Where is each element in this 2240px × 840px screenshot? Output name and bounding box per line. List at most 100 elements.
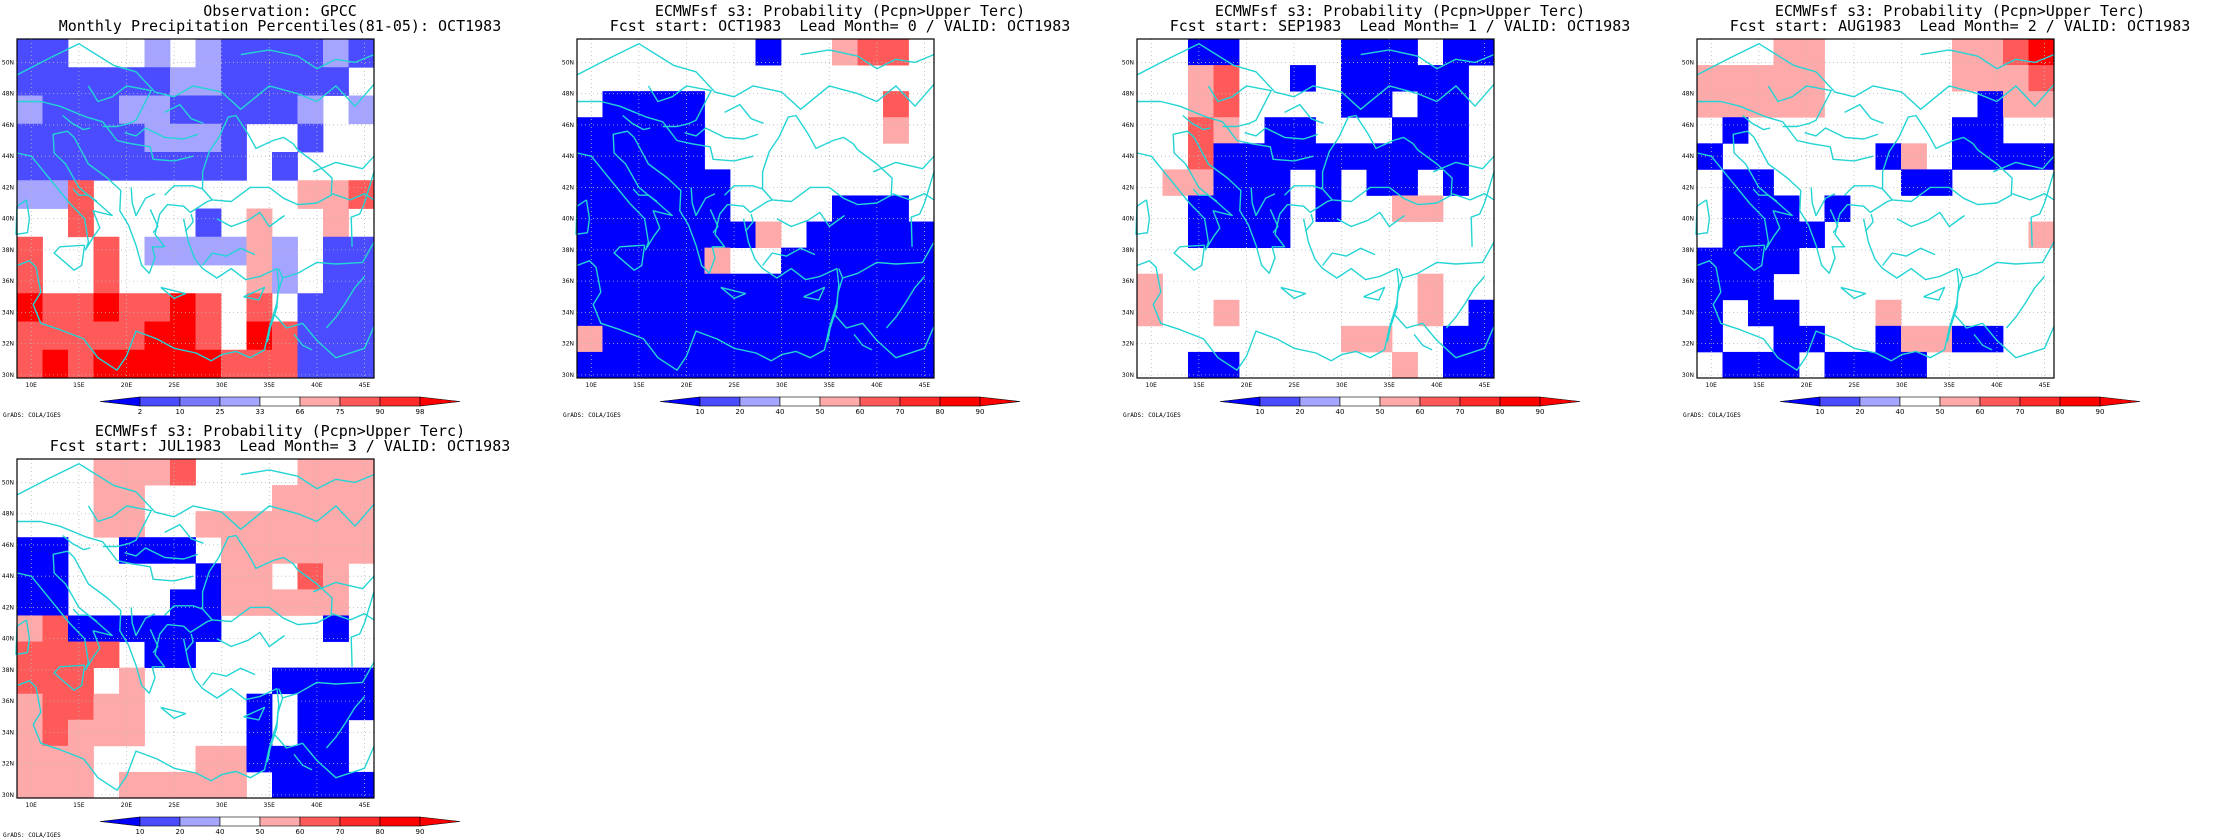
grid-cell (1417, 65, 1444, 92)
grid-cell (323, 208, 349, 238)
colorbar-label: 90 (976, 408, 985, 416)
plot-frame (16, 38, 375, 379)
colorbar-label: 20 (1856, 408, 1865, 416)
lat-tick-label: 34N (1682, 309, 1694, 316)
grid-cell (883, 39, 909, 66)
coastline (72, 608, 98, 623)
coastline (1752, 188, 1778, 203)
coastline (576, 130, 773, 274)
lon-tick-label: 20E (1801, 382, 1813, 389)
lat-tick-label: 30N (562, 372, 574, 379)
grid-cell (602, 195, 629, 222)
coastline (1386, 268, 1404, 343)
grid-cell (1239, 143, 1265, 170)
coastline (15, 619, 31, 656)
grid-cell (2028, 39, 2055, 66)
grid-cell (1443, 325, 1469, 353)
grid-cell (628, 247, 654, 275)
colorbar-segment (259, 816, 301, 827)
grid-cell (602, 273, 629, 301)
grid-cell (221, 771, 247, 799)
grid-cell (704, 247, 731, 275)
colorbar-segment (139, 816, 181, 827)
grid-cell (119, 67, 145, 96)
grid-cell (908, 273, 935, 301)
grid-cell (42, 67, 69, 96)
grid-cell (1188, 39, 1214, 66)
grid-cell (272, 511, 298, 538)
grid-cell (2028, 65, 2055, 92)
panel-lead2: ECMWFsf s3: Probability (Pcpn>Upper Terc… (1680, 0, 2240, 420)
grid-cell (272, 771, 298, 799)
lat-tick-label: 48N (2, 511, 14, 518)
grid-cell (1773, 351, 1800, 379)
panel-subtitle: Fcst start: SEP1983 Lead Month= 1 / VALI… (1169, 17, 1631, 35)
coastline (53, 244, 86, 271)
plot-frame (1136, 38, 1495, 379)
grid-cell (17, 745, 43, 773)
grid-cell (1264, 195, 1291, 222)
grid-cell (272, 152, 298, 181)
coastline (124, 547, 199, 560)
colorbar-label: 2 (138, 408, 142, 416)
coastline (216, 211, 285, 228)
coastline (833, 313, 935, 359)
grid-cell (17, 615, 43, 642)
grid-cell (806, 247, 833, 275)
grid-cell (246, 67, 273, 96)
coastline (1136, 218, 1400, 371)
coastline (130, 607, 156, 637)
grid-cell (323, 67, 349, 96)
grid-cell (221, 537, 247, 564)
coastline (1920, 49, 2055, 70)
lon-tick-label: 35E (264, 382, 276, 389)
grid-cell (628, 169, 654, 196)
lat-tick-label: 42N (1682, 184, 1694, 191)
coastline (16, 638, 280, 791)
grid-cell (119, 771, 145, 799)
coastline (273, 733, 375, 779)
lat-tick-label: 44N (2, 153, 14, 160)
grid-cell (1392, 169, 1418, 196)
grid-cell (1799, 325, 1825, 353)
grid-cell (602, 91, 629, 118)
lon-tick-label: 15E (73, 802, 85, 809)
grid-cell (1392, 39, 1418, 66)
colorbar-segment (379, 816, 421, 827)
grid-cell (832, 325, 858, 353)
grid-cell (195, 511, 222, 538)
grid-cell (119, 123, 145, 153)
coastline (1992, 155, 2055, 173)
coastline (577, 100, 754, 162)
grid-cell (297, 459, 324, 486)
coastline (647, 85, 712, 128)
coastline (62, 534, 91, 551)
grid-cell (1315, 195, 1342, 222)
grid-cell (297, 293, 324, 322)
grid-cell (1773, 221, 1800, 249)
grid-cell (1748, 91, 1774, 118)
grid-cell (17, 180, 43, 209)
grid-cell (1162, 169, 1189, 196)
colorbar-segment (979, 396, 1021, 407)
grid-cell (246, 693, 273, 721)
grid-cell (68, 771, 94, 799)
grid-cell (908, 221, 935, 249)
grid-cell (246, 537, 273, 564)
map-lead2: 30N 32N 34N 36N 38N 40N 42N 44N 46N 48N 50N 10E 15E 2… (1682, 38, 2141, 416)
grid-cell (144, 39, 171, 68)
colorbar-segment (1459, 396, 1501, 407)
coastline (331, 192, 375, 201)
grid-cell (195, 152, 222, 181)
grid-cell (1213, 351, 1240, 379)
grid-cell (221, 745, 247, 773)
grid-cell (1188, 91, 1214, 118)
coastline (1882, 247, 1936, 266)
lon-tick-label: 30E (216, 802, 228, 809)
coastline (576, 218, 840, 371)
coastline (87, 505, 152, 548)
grid-cell (857, 247, 884, 275)
grid-cell (755, 351, 782, 379)
coastline (1733, 244, 1766, 271)
coastline (1829, 209, 1839, 234)
